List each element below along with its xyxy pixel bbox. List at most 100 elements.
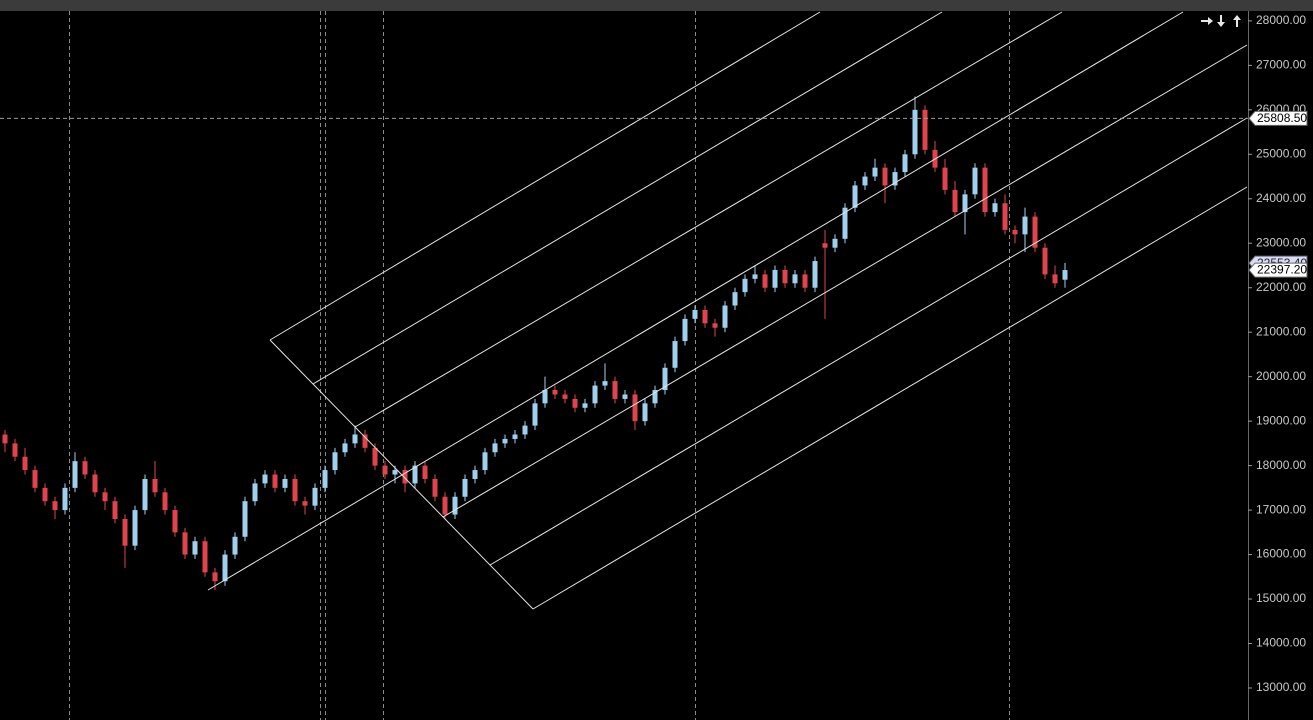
candle-body [412, 465, 418, 484]
candle-body [902, 154, 908, 173]
channel-line[interactable] [489, 117, 1248, 566]
candle-body [72, 461, 78, 488]
candle-body [672, 341, 678, 368]
candle-body [1032, 216, 1038, 248]
y-tick-label: 14000.00 [1256, 636, 1306, 650]
channel-line[interactable] [354, 11, 1063, 428]
candle-body [582, 403, 588, 408]
y-tick-label: 19000.00 [1256, 413, 1306, 427]
candle-body [912, 109, 918, 155]
candle-body [652, 390, 658, 404]
scroll-right-icon[interactable] [1201, 17, 1213, 25]
y-tick-label: 23000.00 [1256, 235, 1306, 249]
candle-body [1022, 216, 1028, 235]
candle-body [322, 470, 328, 488]
candle-body [182, 532, 188, 555]
candle-body [482, 452, 488, 471]
candle-body [142, 478, 148, 511]
candle-body [192, 541, 198, 555]
candle-body [42, 487, 48, 502]
candle-body [52, 501, 58, 511]
channel-line[interactable] [312, 11, 943, 385]
candle-body [892, 172, 898, 186]
candle-body [442, 496, 448, 515]
candle-body [512, 434, 518, 439]
candle-body [122, 518, 128, 546]
candle-body [282, 478, 288, 488]
candle-body [92, 474, 98, 493]
candle-body [2, 434, 8, 444]
channel-line[interactable] [532, 186, 1248, 610]
price-tag-box [1248, 262, 1308, 278]
candle-body [922, 109, 928, 150]
candle-body [782, 269, 788, 284]
candle-body [1002, 203, 1008, 230]
candle-body [952, 189, 958, 213]
candle-body [362, 434, 368, 448]
candle-body [622, 394, 628, 399]
candle-body [522, 425, 528, 435]
top-bar [0, 0, 1313, 11]
candle-body [112, 501, 118, 519]
price-tag-box [1248, 110, 1308, 126]
candle-body [312, 487, 318, 506]
y-tick-label: 17000.00 [1256, 502, 1306, 516]
scroll-up-icon[interactable] [1233, 15, 1241, 27]
candle-body [812, 261, 818, 288]
candle-body [832, 238, 838, 248]
candle-body [352, 434, 358, 444]
candle-body [202, 541, 208, 573]
candle-body [132, 510, 138, 546]
candle-body [402, 470, 408, 484]
candle-body [632, 394, 638, 422]
candle-body [772, 269, 778, 288]
candle-body [392, 470, 398, 475]
candle-body [82, 461, 88, 475]
candle-body [732, 292, 738, 306]
candle-body [562, 394, 568, 399]
y-tick-label: 28000.00 [1256, 13, 1306, 27]
candle-body [662, 367, 668, 391]
candle-body [212, 572, 218, 582]
candle-body [502, 438, 508, 444]
candle-body [462, 478, 468, 497]
candle-body [552, 390, 558, 395]
y-tick-label: 16000.00 [1256, 547, 1306, 561]
candle-body [792, 274, 798, 284]
candle-body [642, 403, 648, 422]
y-tick-label: 27000.00 [1256, 58, 1306, 72]
candle-body [602, 381, 608, 386]
candle-body [532, 403, 538, 426]
candle-body [382, 465, 388, 475]
candle-body [942, 167, 948, 190]
candle-body [342, 443, 348, 453]
channel-line[interactable] [269, 11, 821, 341]
candle-body [12, 443, 18, 457]
candle-body [872, 167, 878, 177]
y-tick-label: 20000.00 [1256, 369, 1306, 383]
candle-body [852, 185, 858, 208]
candle-body [972, 167, 978, 195]
scroll-down-icon[interactable] [1217, 15, 1225, 27]
candle-body [612, 381, 618, 399]
candle-body [712, 323, 718, 328]
candle-body [102, 492, 108, 502]
candles [2, 96, 1068, 591]
price-tag-label: 22397.20 [1257, 263, 1307, 277]
channel-line[interactable] [207, 11, 1184, 591]
candle-body [882, 167, 888, 186]
y-tick-label: 13000.00 [1256, 680, 1306, 694]
period-separators [69, 11, 1010, 720]
candle-body [372, 447, 378, 466]
pitchfork-channel [207, 11, 1248, 610]
channel-line[interactable] [442, 44, 1248, 518]
candle-body [232, 536, 238, 555]
candle-body [22, 456, 28, 471]
y-tick-label: 15000.00 [1256, 591, 1306, 605]
candle-body [432, 478, 438, 497]
y-tick-label: 18000.00 [1256, 458, 1306, 472]
candle-body [1062, 270, 1068, 280]
candle-body [422, 465, 428, 479]
price-axis: 13000.00 14000.00 15000.00 16000.00 17000.00… [1248, 13, 1306, 694]
